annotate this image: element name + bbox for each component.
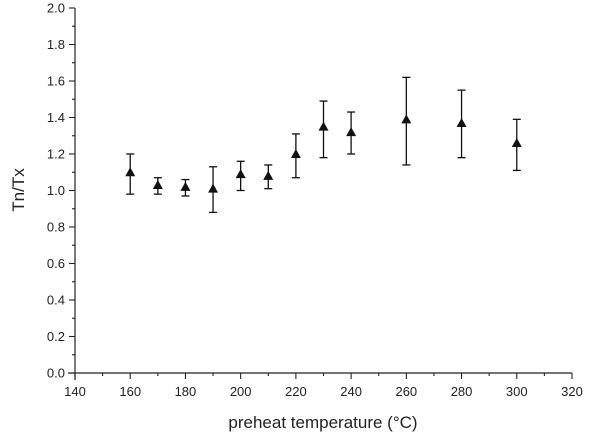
x-tick-label: 160	[119, 384, 141, 399]
plot-area: 140 160 180 200 220 240 260 280 300 320 0.0 0.2 0.4…	[47, 1, 583, 400]
triangle-marker	[290, 149, 301, 158]
data-point	[152, 177, 163, 195]
triangle-marker	[456, 117, 467, 127]
x-tick-label: 220	[285, 384, 307, 399]
x-ticks: 140 160 180 200 220 240 260 280 300 320	[64, 373, 583, 399]
x-tick-label: 280	[451, 384, 473, 399]
x-tick-label: 260	[395, 384, 417, 399]
data-point	[456, 89, 467, 159]
y-tick-label: 1.6	[47, 74, 65, 89]
data-point	[318, 100, 329, 159]
data-point	[125, 153, 136, 195]
triangle-marker	[235, 169, 246, 179]
data-point	[180, 178, 191, 197]
y-tick-label: 1.4	[47, 110, 65, 125]
y-tick-label: 0.6	[47, 256, 65, 271]
data-series	[125, 76, 522, 214]
triangle-marker	[511, 138, 522, 148]
data-point	[346, 111, 357, 155]
y-tick-label: 0.8	[47, 220, 65, 235]
triangle-marker	[125, 167, 136, 177]
y-tick-label: 2.0	[47, 1, 65, 16]
y-tick-label: 0.2	[47, 329, 65, 344]
x-axis-title: preheat temperature (°C)	[228, 413, 417, 432]
data-point	[401, 76, 412, 166]
data-point	[263, 164, 274, 190]
triangle-marker	[346, 127, 357, 137]
x-tick-label: 140	[64, 384, 86, 399]
triangle-marker	[180, 181, 191, 191]
data-point	[208, 166, 219, 214]
y-tick-label: 1.2	[47, 147, 65, 162]
y-tick-label: 1.8	[47, 37, 65, 52]
y-axis-title: Tn/Tx	[9, 168, 28, 212]
x-tick-label: 320	[561, 384, 583, 399]
triangle-marker	[263, 170, 274, 180]
triangle-marker	[152, 180, 163, 190]
data-point	[511, 118, 522, 172]
y-tick-label: 0.0	[47, 366, 65, 381]
triangle-marker	[208, 183, 219, 193]
x-tick-label: 180	[175, 384, 197, 399]
data-point	[290, 133, 301, 179]
y-tick-label: 0.4	[47, 293, 65, 308]
triangle-marker	[401, 114, 412, 124]
x-tick-label: 200	[230, 384, 252, 399]
x-tick-label: 240	[340, 384, 362, 399]
triangle-marker	[318, 121, 329, 131]
data-point	[235, 160, 246, 192]
y-ticks: 0.0 0.2 0.4 0.6 0.8 1.0 1.2 1.4 1.6 1.8 2.0	[47, 1, 75, 381]
y-tick-label: 1.0	[47, 183, 65, 198]
x-tick-label: 300	[506, 384, 528, 399]
